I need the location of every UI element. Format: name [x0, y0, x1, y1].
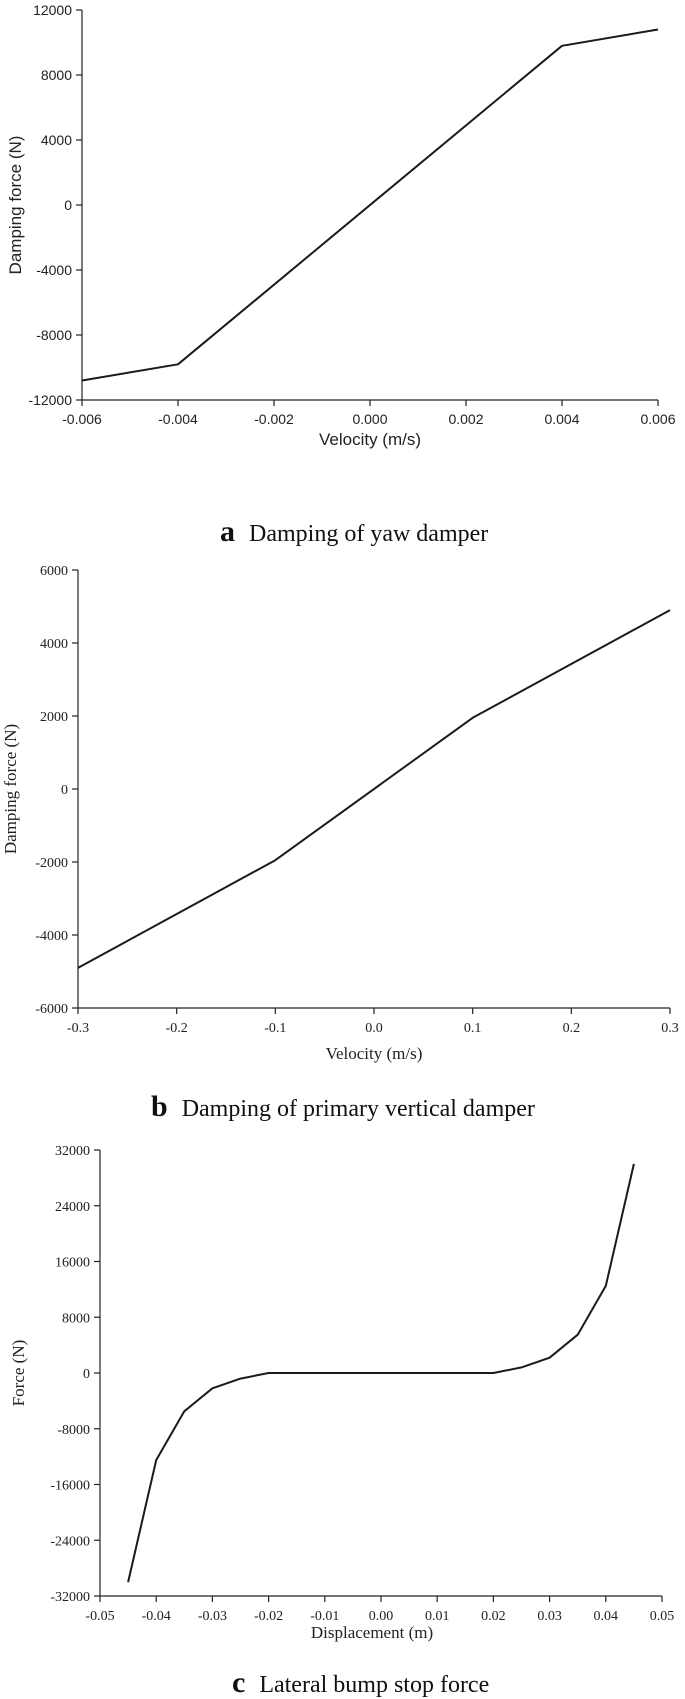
y-tick-label: -24000 — [50, 1534, 90, 1549]
x-tick-label: -0.002 — [254, 411, 294, 427]
damping-curve-line — [77, 609, 671, 969]
x-tick-label: 0.00 — [369, 1609, 394, 1624]
y-axis-label: Force (N) — [9, 1340, 28, 1407]
tick-group: -0.05 -0.04 -0.03 -0.02 -0.01 0.00 0.01 0.02 0.0… — [50, 1144, 674, 1624]
y-tick-label: 16000 — [55, 1256, 90, 1271]
x-tick-label: -0.006 — [62, 411, 102, 427]
y-tick-label: -12000 — [28, 392, 72, 408]
x-tick-label: 0.02 — [481, 1609, 506, 1624]
x-tick-label: -0.2 — [166, 1021, 188, 1036]
y-tick-label: 4000 — [41, 132, 72, 148]
x-axis-label: Velocity (m/s) — [319, 430, 421, 449]
caption: c Lateral bump stop force — [232, 1666, 489, 1699]
x-axis-label: Velocity (m/s) — [326, 1044, 423, 1063]
y-axis-label: Damping force (N) — [1, 724, 20, 854]
x-tick-label: -0.05 — [85, 1609, 114, 1624]
y-tick-label: 24000 — [55, 1200, 90, 1215]
x-tick-label: 0.006 — [640, 411, 675, 427]
x-tick-label: -0.04 — [142, 1609, 171, 1624]
x-tick-label: 0.004 — [544, 411, 579, 427]
x-tick-label: -0.01 — [310, 1609, 339, 1624]
y-tick-label: -6000 — [35, 1002, 68, 1017]
y-tick-label: -8000 — [57, 1423, 90, 1438]
y-tick-label: 2000 — [40, 710, 68, 725]
y-axis-label: Damping force (N) — [6, 136, 25, 275]
chart-panel-b: -0.3 -0.2 -0.1 0.0 0.1 0.2 0.3 6000 4000 2000 0 -20… — [1, 564, 679, 1123]
caption-letter: b — [151, 1090, 168, 1123]
chart-panel-a: -0.006 -0.004 -0.002 0.000 0.002 0.004 0.006 12… — [6, 2, 676, 548]
y-tick-label: 0 — [61, 783, 68, 798]
y-tick-label: -16000 — [50, 1479, 90, 1494]
caption: a Damping of yaw damper — [220, 515, 488, 548]
y-tick-label: 6000 — [40, 564, 68, 579]
x-tick-label: 0.3 — [661, 1021, 679, 1036]
x-tick-label: -0.3 — [67, 1021, 89, 1036]
y-tick-label: 12000 — [33, 2, 72, 18]
x-tick-label: 0.2 — [563, 1021, 581, 1036]
caption-text: Damping of primary vertical damper — [182, 1096, 535, 1122]
chart-panel-c: -0.05 -0.04 -0.03 -0.02 -0.01 0.00 0.01 0.02 0.0… — [9, 1144, 674, 1699]
y-tick-label: 32000 — [55, 1144, 90, 1159]
y-tick-label: -4000 — [35, 929, 68, 944]
x-tick-label: -0.03 — [198, 1609, 227, 1624]
caption-letter: a — [220, 515, 235, 548]
y-tick-label: -32000 — [50, 1590, 90, 1605]
caption: b Damping of primary vertical damper — [151, 1090, 535, 1123]
tick-group: -0.3 -0.2 -0.1 0.0 0.1 0.2 0.3 6000 4000 2000 0 -20… — [35, 564, 678, 1036]
x-tick-label: 0.01 — [425, 1609, 450, 1624]
x-axis-label: Displacement (m) — [311, 1623, 433, 1642]
force-curve-line — [127, 1163, 635, 1583]
caption-letter: c — [232, 1666, 245, 1699]
x-tick-label: 0.0 — [365, 1021, 383, 1036]
damping-curve-line — [81, 28, 659, 382]
x-tick-label: 0.002 — [448, 411, 483, 427]
x-tick-label: -0.004 — [158, 411, 198, 427]
x-tick-label: 0.05 — [650, 1609, 675, 1624]
y-tick-label: 8000 — [41, 67, 72, 83]
y-tick-label: -2000 — [35, 856, 68, 871]
x-tick-label: 0.04 — [594, 1609, 619, 1624]
y-tick-label: 8000 — [62, 1311, 90, 1326]
x-tick-label: 0.000 — [352, 411, 387, 427]
x-tick-label: 0.03 — [537, 1609, 562, 1624]
tick-group: -0.006 -0.004 -0.002 0.000 0.002 0.004 0.006 12… — [28, 2, 675, 427]
x-tick-label: -0.1 — [264, 1021, 286, 1036]
caption-text: Lateral bump stop force — [259, 1672, 489, 1698]
y-tick-label: 4000 — [40, 637, 68, 652]
y-tick-label: 0 — [83, 1367, 90, 1382]
x-tick-label: 0.1 — [464, 1021, 482, 1036]
caption-text: Damping of yaw damper — [249, 521, 488, 547]
y-tick-label: -4000 — [36, 262, 72, 278]
y-tick-label: -8000 — [36, 327, 72, 343]
y-tick-label: 0 — [64, 197, 72, 213]
x-tick-label: -0.02 — [254, 1609, 283, 1624]
